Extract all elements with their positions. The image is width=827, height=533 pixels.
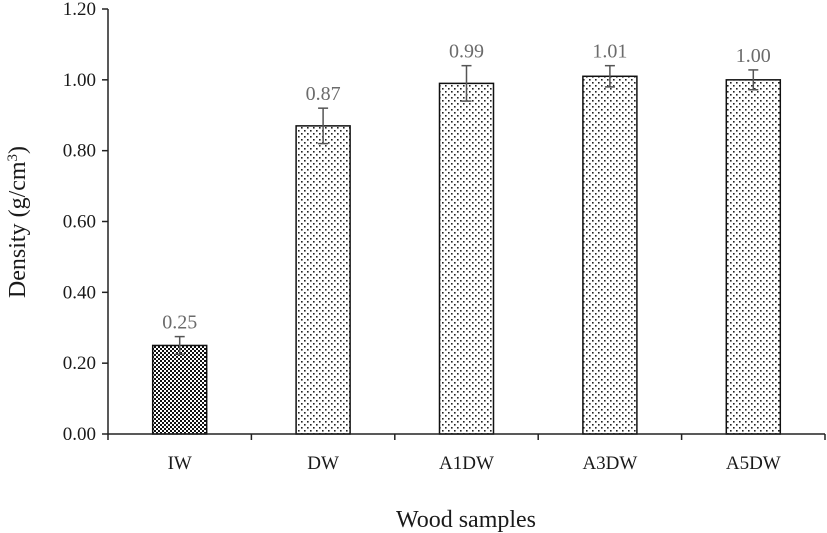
- data-label-iw: 0.25: [162, 312, 197, 334]
- error-bars: [174, 64, 759, 356]
- y-axis-title-close: ): [5, 146, 31, 154]
- y-axis-title: Density (g/cm3): [5, 146, 31, 298]
- y-tick-label: 0.00: [63, 424, 96, 445]
- y-axis-ticks: 0.00 0.20 0.40 0.60 0.80 1.00 1.20: [63, 0, 108, 445]
- data-label-a3dw: 1.01: [592, 41, 627, 63]
- y-tick-label: 0.20: [63, 353, 96, 374]
- bar-a5dw: [725, 79, 782, 435]
- bar-iw: [151, 344, 208, 435]
- x-tick-label: DW: [307, 453, 339, 474]
- y-tick-label: 1.20: [63, 0, 96, 20]
- x-tick-label: A1DW: [439, 453, 494, 474]
- x-axis-ticks: IW DW A1DW A3DW A5DW: [107, 434, 826, 474]
- y-tick-label: 0.40: [63, 282, 96, 303]
- bars: [151, 75, 782, 435]
- x-axis-title: Wood samples: [396, 507, 536, 533]
- data-label-a1dw: 0.99: [449, 41, 484, 63]
- x-tick-label: A3DW: [582, 453, 637, 474]
- bar-a3dw: [582, 75, 638, 435]
- y-axis-title-superscript: 3: [5, 154, 21, 162]
- bar-dw: [295, 125, 351, 435]
- data-label-dw: 0.87: [306, 83, 341, 105]
- data-label-a5dw: 1.00: [736, 45, 771, 67]
- y-tick-label: 0.80: [63, 141, 96, 162]
- bar-a1dw: [438, 82, 495, 435]
- x-tick-label: IW: [168, 453, 192, 474]
- y-tick-label: 1.00: [63, 70, 96, 91]
- y-tick-label: 0.60: [63, 212, 96, 233]
- x-tick-label: A5DW: [726, 453, 781, 474]
- data-labels: 0.25 0.87 0.99 1.01 1.00: [162, 41, 771, 334]
- y-axis-title-text: Density (g/cm: [5, 161, 31, 298]
